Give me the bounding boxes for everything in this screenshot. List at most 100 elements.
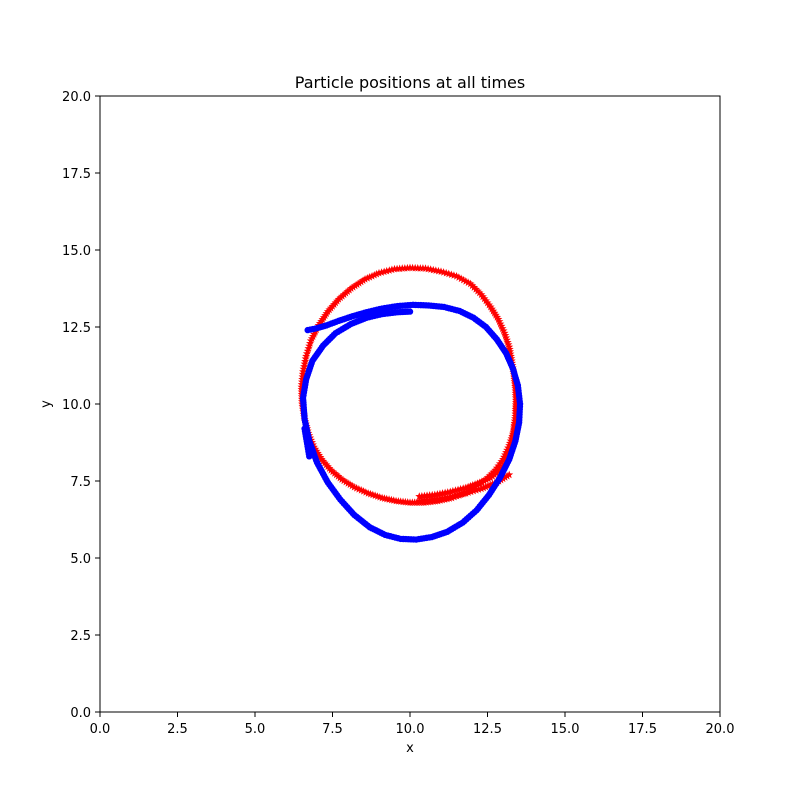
- data-point: [302, 349, 311, 358]
- data-point: [334, 472, 343, 480]
- data-point: [454, 485, 463, 494]
- data-point: [345, 285, 354, 294]
- data-point: [370, 270, 379, 279]
- data-point: [363, 274, 372, 282]
- data-point: [325, 305, 334, 314]
- chart-title: Particle positions at all times: [295, 73, 525, 92]
- data-point: [350, 482, 359, 491]
- data-point: [338, 292, 347, 300]
- data-point: [511, 414, 520, 423]
- data-point: [475, 479, 484, 488]
- data-point: [306, 453, 313, 460]
- data-point: [477, 478, 486, 486]
- data-point: [510, 422, 519, 430]
- data-point: [353, 280, 362, 288]
- data-point: [336, 473, 344, 482]
- data-point: [322, 460, 331, 469]
- data-point: [328, 467, 337, 476]
- series-2: [299, 301, 524, 543]
- data-point: [452, 271, 461, 280]
- data-point: [510, 419, 519, 428]
- data-point: [425, 491, 434, 499]
- data-point: [464, 482, 473, 491]
- y-tick-label: 7.5: [70, 475, 91, 490]
- data-point: [319, 313, 328, 321]
- y-axis-label: y: [39, 400, 54, 408]
- data-point: [319, 457, 328, 465]
- data-point: [301, 357, 310, 365]
- y-tick-label: 10.0: [62, 398, 91, 413]
- data-point: [307, 334, 316, 343]
- data-point: [326, 466, 335, 474]
- data-point: [323, 462, 332, 471]
- data-point: [512, 409, 521, 418]
- data-point: [435, 489, 444, 498]
- data-point: [415, 492, 424, 500]
- data-point: [459, 484, 468, 492]
- data-point: [510, 424, 519, 433]
- data-point: [473, 481, 482, 490]
- data-point: [361, 488, 370, 496]
- data-point: [444, 269, 453, 278]
- data-point: [340, 290, 349, 299]
- data-point: [320, 458, 329, 467]
- data-point: [315, 451, 324, 459]
- data-point: [357, 277, 366, 286]
- data-point: [456, 484, 465, 493]
- y-tick-label: 15.0: [62, 244, 91, 259]
- data-point: [313, 449, 322, 457]
- data-point: [464, 278, 473, 286]
- x-tick-label: 0.0: [90, 722, 111, 737]
- data-point: [328, 302, 337, 310]
- x-tick-label: 15.0: [551, 722, 580, 737]
- data-point: [466, 279, 475, 288]
- data-point: [511, 391, 520, 399]
- data-point: [492, 469, 501, 477]
- data-point: [442, 268, 451, 277]
- data-point: [511, 417, 520, 425]
- data-point: [348, 481, 357, 490]
- data-point: [457, 274, 466, 283]
- data-point: [300, 359, 309, 368]
- data-point: [368, 271, 377, 280]
- data-point: [325, 464, 334, 472]
- data-point: [359, 487, 368, 495]
- data-point: [512, 401, 521, 410]
- data-point: [344, 479, 352, 487]
- data-point: [443, 488, 452, 496]
- data-point: [512, 406, 521, 415]
- x-tick-label: 5.0: [245, 722, 266, 737]
- data-point: [331, 298, 340, 307]
- data-point: [511, 393, 520, 402]
- data-point: [512, 412, 521, 420]
- data-point: [423, 491, 432, 500]
- data-point: [426, 265, 435, 273]
- data-point: [365, 273, 374, 281]
- data-point: [309, 332, 318, 340]
- data-point: [316, 453, 325, 461]
- y-tick-label: 17.5: [62, 167, 91, 182]
- data-point: [512, 404, 521, 413]
- data-point: [424, 264, 433, 273]
- data-point: [438, 489, 447, 497]
- data-point: [322, 309, 331, 317]
- data-point: [330, 300, 339, 308]
- data-point: [451, 486, 460, 494]
- data-point: [447, 270, 456, 279]
- x-axis-label: x: [406, 741, 414, 756]
- data-point: [361, 275, 370, 283]
- data-point: [349, 282, 358, 291]
- data-point: [505, 470, 514, 479]
- data-point: [317, 455, 326, 463]
- data-point: [332, 470, 341, 479]
- data-point: [430, 490, 439, 499]
- data-point: [343, 287, 352, 295]
- data-point: [511, 389, 520, 397]
- data-point: [448, 486, 457, 495]
- data-point: [471, 482, 480, 491]
- data-point: [310, 330, 319, 338]
- data-point: [337, 475, 346, 483]
- data-point: [446, 487, 455, 496]
- data-point: [454, 273, 463, 281]
